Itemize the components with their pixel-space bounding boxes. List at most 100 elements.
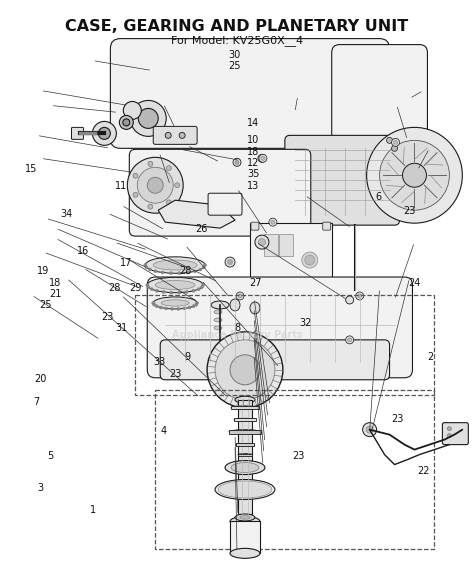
FancyBboxPatch shape bbox=[72, 127, 83, 139]
Circle shape bbox=[201, 284, 205, 287]
Circle shape bbox=[155, 289, 158, 292]
Ellipse shape bbox=[250, 302, 260, 314]
Circle shape bbox=[162, 291, 165, 293]
Circle shape bbox=[225, 257, 235, 267]
Circle shape bbox=[147, 286, 150, 289]
Circle shape bbox=[271, 220, 275, 224]
Circle shape bbox=[366, 426, 373, 433]
Text: 18: 18 bbox=[247, 147, 260, 156]
Ellipse shape bbox=[235, 396, 255, 403]
Ellipse shape bbox=[218, 481, 272, 498]
Circle shape bbox=[346, 296, 354, 304]
FancyBboxPatch shape bbox=[285, 135, 400, 225]
Circle shape bbox=[185, 291, 188, 293]
Text: 26: 26 bbox=[195, 223, 208, 234]
Text: 7: 7 bbox=[33, 397, 39, 407]
Circle shape bbox=[123, 119, 130, 126]
Ellipse shape bbox=[214, 326, 222, 330]
Circle shape bbox=[204, 264, 207, 267]
Circle shape bbox=[147, 177, 163, 193]
Ellipse shape bbox=[215, 480, 275, 500]
Text: 11: 11 bbox=[115, 181, 128, 191]
FancyBboxPatch shape bbox=[236, 444, 254, 446]
Text: 29: 29 bbox=[129, 283, 142, 293]
Circle shape bbox=[159, 306, 162, 309]
FancyBboxPatch shape bbox=[264, 234, 278, 256]
Text: CASE, GEARING AND PLANETARY UNIT: CASE, GEARING AND PLANETARY UNIT bbox=[65, 19, 409, 34]
FancyBboxPatch shape bbox=[160, 340, 390, 380]
Circle shape bbox=[145, 266, 148, 269]
Circle shape bbox=[179, 132, 185, 138]
Ellipse shape bbox=[230, 516, 260, 526]
Ellipse shape bbox=[231, 463, 259, 473]
Ellipse shape bbox=[145, 257, 205, 274]
Circle shape bbox=[177, 307, 180, 311]
Text: 23: 23 bbox=[169, 369, 182, 379]
Text: 9: 9 bbox=[184, 352, 191, 361]
Polygon shape bbox=[158, 200, 235, 228]
Ellipse shape bbox=[211, 301, 229, 309]
Text: 3: 3 bbox=[38, 482, 44, 493]
Bar bbox=[155, 390, 434, 549]
Text: 35: 35 bbox=[247, 170, 260, 179]
Circle shape bbox=[228, 260, 233, 264]
Circle shape bbox=[255, 235, 269, 249]
Text: 1: 1 bbox=[90, 505, 96, 516]
Circle shape bbox=[193, 270, 196, 273]
Text: 14: 14 bbox=[247, 118, 260, 128]
Circle shape bbox=[392, 146, 398, 151]
Circle shape bbox=[99, 127, 110, 139]
Circle shape bbox=[236, 292, 244, 300]
Circle shape bbox=[130, 100, 166, 136]
Text: 23: 23 bbox=[101, 312, 113, 322]
FancyBboxPatch shape bbox=[147, 277, 412, 378]
Text: 10: 10 bbox=[247, 135, 260, 145]
Text: For Model: KV25G0X__4: For Model: KV25G0X__4 bbox=[171, 35, 303, 46]
Circle shape bbox=[347, 338, 352, 342]
Circle shape bbox=[202, 266, 205, 269]
Circle shape bbox=[447, 427, 451, 431]
Circle shape bbox=[207, 332, 283, 408]
Circle shape bbox=[358, 294, 362, 298]
Text: 19: 19 bbox=[37, 266, 49, 276]
Circle shape bbox=[169, 272, 173, 275]
Text: 23: 23 bbox=[403, 207, 416, 216]
Text: 27: 27 bbox=[250, 278, 262, 288]
Circle shape bbox=[363, 423, 376, 437]
FancyBboxPatch shape bbox=[250, 223, 332, 287]
Circle shape bbox=[447, 433, 451, 437]
Text: 2: 2 bbox=[428, 352, 434, 361]
Ellipse shape bbox=[214, 318, 222, 322]
Text: 24: 24 bbox=[408, 278, 420, 288]
Ellipse shape bbox=[214, 310, 222, 314]
Circle shape bbox=[230, 355, 260, 385]
FancyBboxPatch shape bbox=[323, 222, 331, 230]
Text: 31: 31 bbox=[115, 323, 128, 333]
Text: 5: 5 bbox=[47, 452, 54, 461]
Text: 13: 13 bbox=[247, 181, 260, 191]
Circle shape bbox=[302, 252, 318, 268]
Circle shape bbox=[366, 127, 462, 223]
Text: 4: 4 bbox=[161, 426, 167, 436]
Circle shape bbox=[260, 156, 264, 160]
Circle shape bbox=[153, 303, 155, 306]
FancyBboxPatch shape bbox=[279, 234, 293, 256]
Bar bbox=[135, 295, 434, 395]
Text: 23: 23 bbox=[292, 452, 305, 461]
Circle shape bbox=[197, 288, 200, 291]
Circle shape bbox=[146, 284, 149, 287]
Circle shape bbox=[199, 268, 202, 271]
FancyBboxPatch shape bbox=[332, 45, 428, 142]
Circle shape bbox=[380, 140, 449, 210]
Circle shape bbox=[164, 307, 168, 310]
Circle shape bbox=[258, 239, 265, 246]
Circle shape bbox=[128, 158, 183, 213]
Text: 17: 17 bbox=[120, 258, 132, 268]
Ellipse shape bbox=[225, 461, 265, 475]
Text: 16: 16 bbox=[77, 246, 90, 256]
Text: 18: 18 bbox=[49, 278, 61, 288]
Circle shape bbox=[269, 218, 277, 226]
Text: Appliance Factory Parts: Appliance Factory Parts bbox=[172, 330, 302, 340]
Ellipse shape bbox=[230, 548, 260, 558]
Circle shape bbox=[152, 301, 155, 304]
